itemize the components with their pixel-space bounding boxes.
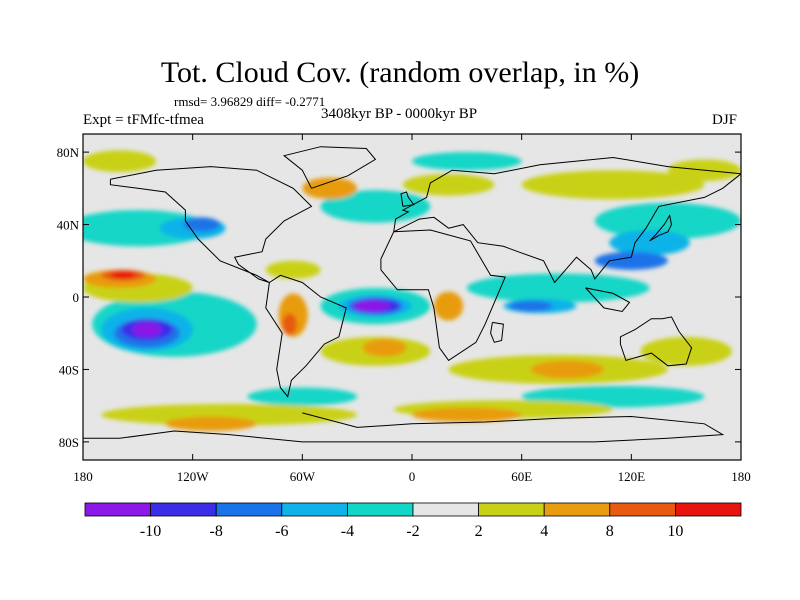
anomaly-region: [165, 416, 257, 432]
colorbar-swatch: [84, 502, 151, 517]
colorbar-swatch: [609, 502, 676, 517]
colorbar-swatch: [215, 502, 283, 517]
colorbar-label: 8: [606, 523, 614, 540]
coastline: [265, 274, 347, 398]
lat-tick-label: 80N: [57, 145, 80, 160]
coastline: [109, 166, 313, 283]
lon-tick-label: 180: [73, 469, 93, 484]
anomaly-region: [530, 360, 604, 379]
anomaly-region: [521, 170, 705, 200]
anomaly-region: [362, 338, 407, 357]
colorbar-label: 2: [475, 523, 483, 540]
coastline-layer: [83, 146, 741, 443]
anomaly-region: [412, 152, 522, 171]
anomaly-region: [466, 273, 650, 303]
anomaly-region: [302, 177, 358, 200]
lon-tick-label: 120W: [177, 469, 210, 484]
colorbar-swatch: [478, 502, 545, 517]
anomaly-region: [183, 217, 221, 232]
colorbar-label: -4: [341, 523, 354, 540]
anomaly-region: [594, 251, 668, 270]
lon-tick-label: 60W: [290, 469, 316, 484]
anomaly-region: [110, 271, 137, 279]
colorbar-swatch: [281, 502, 348, 517]
colorbar-swatch: [346, 502, 414, 517]
coastline: [380, 229, 506, 362]
anomaly-region: [609, 229, 690, 256]
colorbar: -10 -8 -6 -4 -2 2 4 8 10: [84, 502, 742, 540]
season-label: DJF: [712, 112, 738, 128]
axis-ticks: 180 120W 60W 0 60E 120E 180 80N 40N 0 40S 80S: [57, 134, 751, 484]
lat-tick-label: 0: [73, 290, 80, 305]
lon-tick-label: 60E: [511, 469, 532, 484]
colorbar-swatch: [543, 502, 611, 517]
anomaly-region: [83, 150, 157, 173]
lon-tick-label: 120E: [618, 469, 646, 484]
anomaly-region: [101, 403, 358, 426]
colorbar-swatch: [150, 502, 217, 517]
anomaly-region: [402, 173, 495, 196]
coastline: [83, 412, 725, 443]
anomaly-region: [265, 260, 321, 279]
colorbar-label: 4: [540, 523, 548, 540]
colorbar-label: -6: [275, 523, 288, 540]
period-label: 3408kyr BP - 0000kyr BP: [321, 106, 478, 122]
anomaly-field-layer: [83, 150, 741, 432]
anomaly-region: [433, 291, 464, 321]
anomaly-region: [132, 322, 162, 337]
experiment-label: Expt = tFMfc-tfmea: [83, 112, 204, 128]
anomaly-region: [640, 336, 732, 366]
colorbar-label: -2: [406, 523, 419, 540]
plot-title: Tot. Cloud Cov. (random overlap, in %): [160, 56, 640, 89]
coastline: [619, 316, 693, 367]
stats-line: rmsd= 3.96829 diff= -0.2771: [174, 94, 326, 109]
colorbar-label: -8: [210, 523, 223, 540]
coastline: [585, 287, 631, 313]
anomaly-region: [412, 407, 522, 422]
colorbar-swatch: [675, 502, 742, 517]
anomaly-region: [282, 313, 297, 336]
colorbar-label: -10: [140, 523, 161, 540]
coastline: [490, 321, 504, 343]
lat-tick-label: 80S: [59, 435, 79, 450]
lon-tick-label: 180: [731, 469, 751, 484]
coastline: [649, 214, 673, 242]
anomaly-region: [353, 300, 391, 312]
lon-tick-label: 0: [409, 469, 416, 484]
colorbar-label: 10: [667, 523, 683, 540]
anomaly-region: [508, 300, 553, 312]
anomaly-region: [594, 202, 741, 240]
lat-tick-label: 40S: [59, 362, 79, 377]
coastline: [393, 156, 741, 284]
colorbar-swatch: [412, 502, 479, 517]
anomaly-region: [247, 387, 358, 406]
coastline: [400, 191, 415, 207]
coastline: [282, 146, 377, 189]
lat-tick-label: 40N: [57, 218, 80, 233]
